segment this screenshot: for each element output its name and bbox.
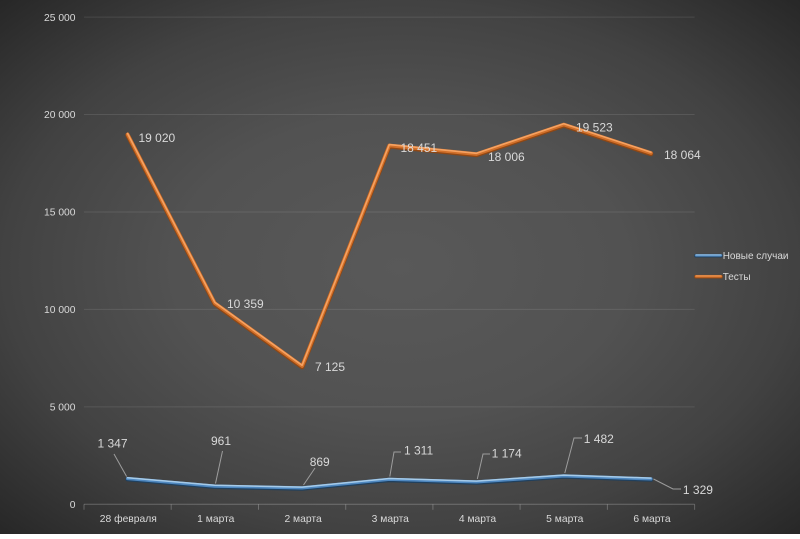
svg-text:15 000: 15 000 [44,208,76,219]
svg-text:869: 869 [310,455,330,469]
svg-text:1 марта: 1 марта [197,514,234,525]
svg-text:6 марта: 6 марта [633,514,670,525]
svg-text:19 020: 19 020 [139,131,176,145]
svg-text:5 марта: 5 марта [546,514,583,525]
svg-text:1 311: 1 311 [404,444,433,458]
svg-text:5 000: 5 000 [50,402,76,413]
svg-text:28 февраля: 28 февраля [100,513,157,525]
svg-text:18 064: 18 064 [664,148,701,162]
svg-text:7 125: 7 125 [315,360,345,374]
svg-text:19 523: 19 523 [576,121,613,135]
svg-text:3 марта: 3 марта [372,514,409,525]
svg-text:10 000: 10 000 [44,305,76,316]
svg-text:Тесты: Тесты [723,272,751,283]
svg-text:20 000: 20 000 [44,110,76,121]
svg-text:4 марта: 4 марта [459,514,496,525]
svg-text:25 000: 25 000 [44,13,76,24]
svg-text:2 марта: 2 марта [284,514,321,525]
svg-text:1 347: 1 347 [98,437,128,451]
svg-text:0: 0 [70,500,76,511]
svg-text:Новые случаи: Новые случаи [723,251,789,262]
svg-text:18 006: 18 006 [488,150,525,164]
svg-text:1 174: 1 174 [492,446,522,460]
svg-text:961: 961 [211,434,231,448]
svg-text:18 451: 18 451 [401,141,438,155]
svg-text:1 329: 1 329 [683,483,713,497]
svg-text:1 482: 1 482 [584,432,614,446]
svg-text:10 359: 10 359 [227,297,264,311]
